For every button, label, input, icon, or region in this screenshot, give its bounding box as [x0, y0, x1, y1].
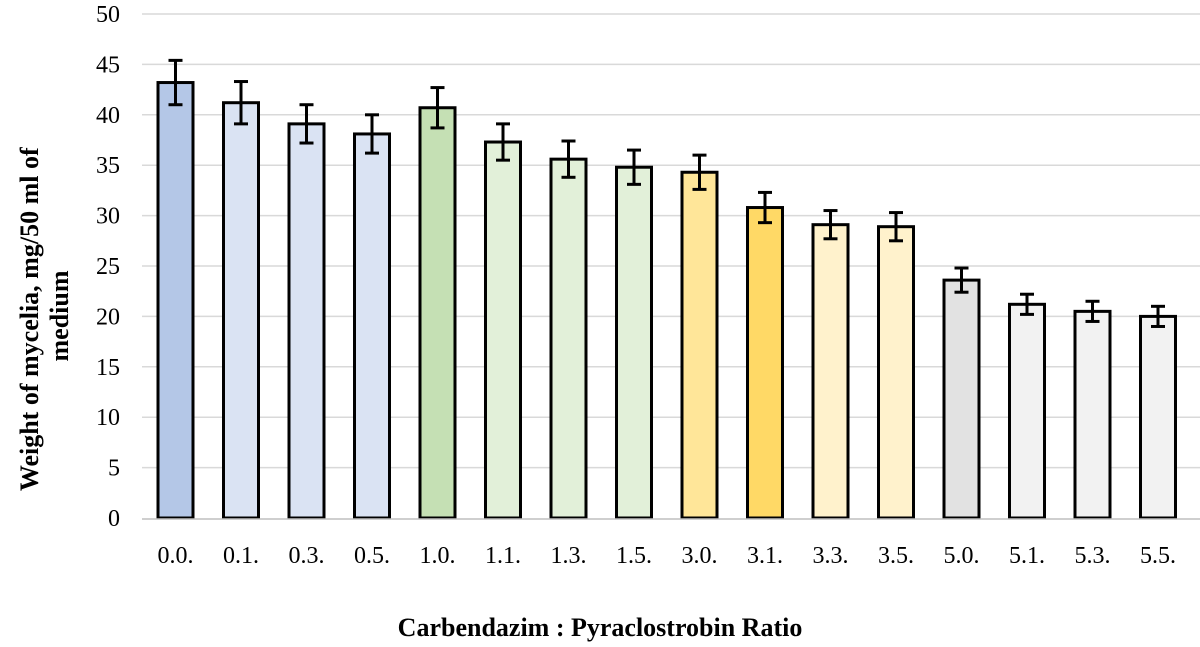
bar-5.3. [1073, 309, 1112, 520]
y-tick-label: 5 [108, 456, 120, 482]
error-bar-0.3. [299, 103, 314, 145]
y-tick-label: 0 [108, 506, 120, 532]
error-bars [168, 58, 1165, 328]
x-tick-label: 5.3. [1075, 543, 1111, 569]
x-axis-title: Carbendazim : Pyraclostrobin Ratio [398, 613, 803, 642]
x-tick-label: 5.0. [944, 543, 980, 569]
bar-1.0. [418, 106, 457, 520]
bar-3.5. [877, 225, 915, 520]
y-axis-title: Weight of mycelia, mg/50 ml of medium [15, 141, 74, 491]
error-bar-1.3. [561, 139, 576, 179]
bar-0.0. [156, 81, 195, 520]
y-axis-ticks: 0 5 10 15 20 25 30 35 40 45 50 [96, 2, 120, 532]
x-tick-label: 0.3. [289, 543, 325, 569]
y-axis-title-line-1: Weight of mycelia, mg/50 ml of [15, 147, 44, 491]
x-tick-label: 1.3. [551, 543, 587, 569]
bar-5.0. [942, 278, 981, 520]
bar-3.0. [680, 170, 719, 520]
y-tick-label: 15 [96, 355, 120, 381]
error-bar-1.1. [496, 122, 510, 162]
y-tick-label: 35 [96, 153, 120, 179]
bar-0.3. [287, 122, 326, 520]
error-bar-5.3. [1085, 299, 1100, 323]
error-bar-0.1. [234, 80, 248, 126]
error-bar-0.0. [168, 58, 183, 107]
x-tick-label: 1.5. [616, 543, 652, 569]
x-tick-label: 3.5. [878, 543, 914, 569]
x-axis-ticks: 0.0. 0.1. 0.3. 0.5. 1.0. 1.1. 1.3. 1.5. 3.0. 3.1.… [158, 543, 1177, 569]
error-bar-0.5. [365, 113, 379, 155]
x-tick-label: 5.1. [1009, 543, 1045, 569]
x-tick-label: 0.1. [223, 543, 259, 569]
y-tick-label: 40 [96, 103, 120, 129]
y-axis-title-line-2: medium [45, 270, 74, 361]
bar-1.1. [484, 140, 522, 520]
y-tick-label: 20 [96, 304, 120, 330]
bar-1.5. [615, 165, 653, 520]
x-tick-label: 1.0. [420, 543, 456, 569]
bar-5.5. [1139, 314, 1177, 520]
x-tick-label: 3.0. [682, 543, 718, 569]
x-tick-label: 0.5. [354, 543, 390, 569]
error-bar-1.0. [430, 86, 445, 130]
bar-5.1. [1008, 302, 1046, 520]
error-bar-3.0. [692, 153, 707, 191]
x-tick-label: 5.5. [1140, 543, 1176, 569]
x-tick-label: 0.0. [158, 543, 194, 569]
error-bar-5.0. [954, 266, 969, 294]
bar-0.1. [222, 101, 260, 520]
y-tick-label: 25 [96, 254, 120, 280]
bars [156, 81, 1177, 520]
bar-1.3. [549, 157, 588, 520]
error-bar-3.5. [889, 211, 903, 243]
error-bar-3.1. [758, 190, 772, 225]
y-tick-label: 50 [96, 2, 120, 28]
x-tick-label: 1.1. [485, 543, 521, 569]
error-bar-1.5. [627, 148, 641, 186]
error-bar-5.5. [1151, 304, 1165, 328]
y-tick-label: 45 [96, 52, 120, 78]
y-tick-label: 10 [96, 405, 120, 431]
x-tick-label: 3.3. [813, 543, 849, 569]
bar-3.3. [811, 223, 850, 520]
x-tick-label: 3.1. [747, 543, 783, 569]
error-bar-3.3. [823, 209, 838, 241]
bar-0.5. [353, 132, 391, 520]
y-tick-label: 30 [96, 204, 120, 230]
bar-3.1. [746, 206, 784, 520]
error-bar-5.1. [1020, 292, 1034, 316]
